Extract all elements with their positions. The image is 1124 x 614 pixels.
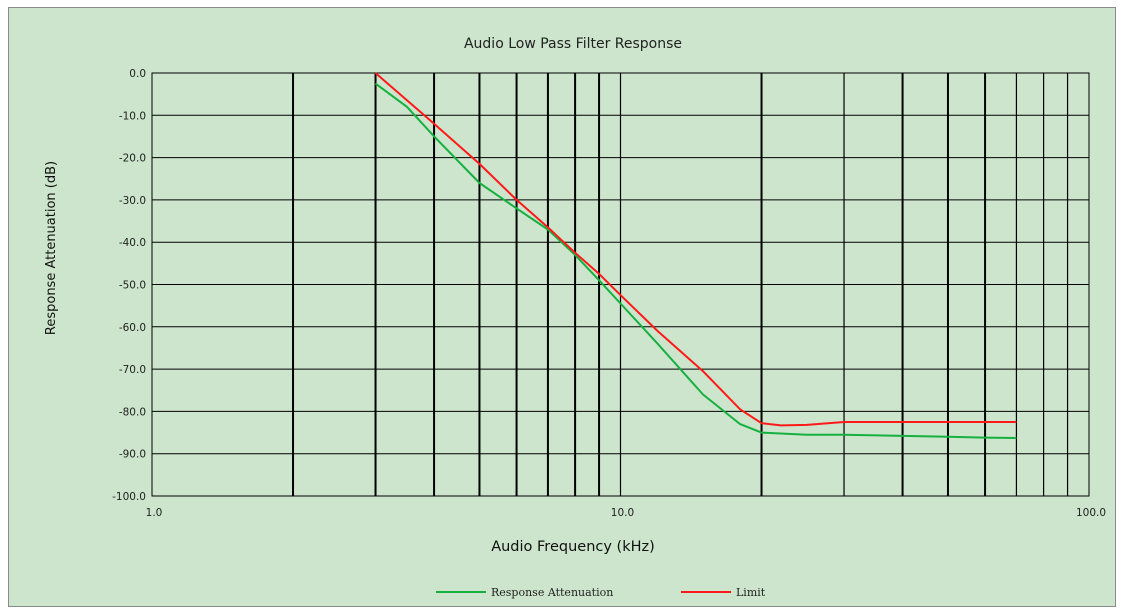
y-tick-label: -70.0	[119, 364, 146, 376]
chart-title: Audio Low Pass Filter Response	[464, 36, 682, 52]
y-axis-title: Response Attenuation (dB)	[44, 161, 59, 335]
y-tick-label: -80.0	[119, 406, 146, 418]
y-tick-label: -50.0	[119, 280, 146, 292]
y-tick-label: -90.0	[119, 449, 146, 461]
chart-area: Audio Low Pass Filter Response 0.0 -10.0 -…	[8, 7, 1116, 607]
x-tick-labels: 1.0 10.0 100.0	[146, 507, 1106, 519]
y-tick-labels: 0.0 -10.0 -20.0 -30.0 -40.0 -50.0 -60.0 -70.0 -8…	[112, 68, 146, 503]
x-tick-label: 100.0	[1076, 507, 1106, 519]
x-tick-label: 10.0	[611, 507, 634, 519]
grid-lines	[151, 72, 1090, 497]
plot-border	[151, 72, 1090, 497]
series-line-limit	[374, 72, 1017, 427]
series-line-response-attenuation	[374, 82, 1017, 439]
legend-label: Response Attenuation	[491, 586, 613, 599]
legend-label: Limit	[736, 586, 766, 599]
y-tick-label: -10.0	[119, 110, 146, 122]
y-tick-label: -100.0	[112, 491, 146, 503]
x-axis-title: Audio Frequency (kHz)	[491, 539, 655, 555]
x-tick-label: 1.0	[146, 507, 163, 519]
y-tick-label: -60.0	[119, 322, 146, 334]
legend: Response Attenuation Limit	[436, 586, 766, 599]
series-lines	[374, 72, 1017, 439]
chart-svg: Audio Low Pass Filter Response 0.0 -10.0 -…	[44, 36, 1106, 599]
y-tick-label: -30.0	[119, 195, 146, 207]
y-tick-label: 0.0	[129, 68, 146, 80]
y-tick-label: -40.0	[119, 237, 146, 249]
y-tick-label: -20.0	[119, 153, 146, 165]
